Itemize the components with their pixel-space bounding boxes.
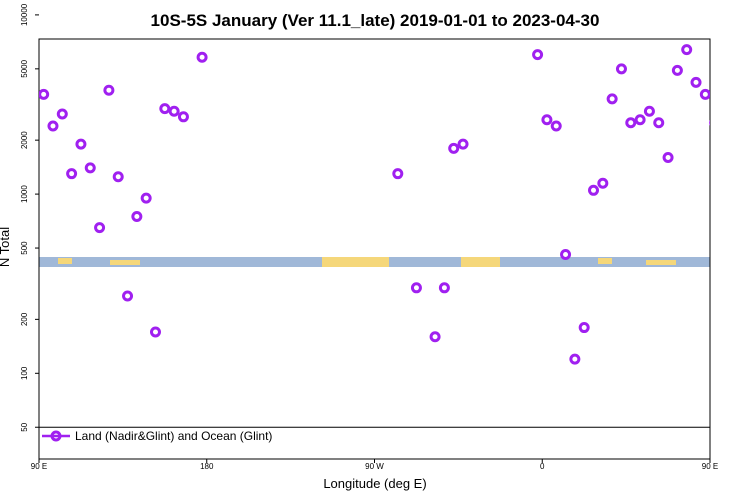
data-point — [347, 0, 355, 2]
data-point — [560, 249, 572, 261]
x-tick-label: 90 W — [365, 462, 384, 471]
data-point — [720, 110, 728, 118]
data-point — [66, 168, 78, 180]
data-point — [159, 103, 171, 115]
data-point — [532, 49, 544, 61]
y-axis: 501002005001000200050001000020000 — [20, 3, 39, 432]
data-point — [168, 105, 180, 117]
band-land-islands-east — [598, 258, 612, 264]
data-point — [634, 114, 646, 126]
data-point — [457, 138, 469, 150]
y-tick-label: 5000 — [20, 59, 29, 77]
data-point — [84, 162, 96, 174]
data-point — [392, 168, 404, 180]
data-point — [662, 152, 674, 164]
data-point — [690, 76, 702, 88]
data-point — [140, 192, 152, 204]
band-land-islands-west-2 — [110, 260, 140, 265]
y-axis-label: N Total — [0, 227, 12, 267]
data-point — [149, 326, 161, 338]
data-point — [410, 282, 422, 294]
y-tick-label: 50 — [20, 422, 29, 431]
data-point — [699, 88, 710, 100]
y-tick-label: 500 — [20, 241, 29, 255]
data-point — [578, 322, 590, 334]
legend-marker — [50, 430, 62, 442]
data-point — [729, 170, 737, 178]
y-tick-label: 10000 — [20, 3, 29, 26]
data-point — [75, 138, 87, 150]
data-point — [47, 120, 59, 132]
x-tick-label: 180 — [200, 462, 214, 471]
data-point — [588, 184, 600, 196]
band-land-islands-west — [58, 258, 72, 264]
data-point — [671, 64, 683, 76]
latitude-band — [39, 257, 710, 267]
data-point — [625, 117, 637, 129]
data-point — [131, 210, 143, 222]
data-point — [94, 222, 106, 234]
data-point — [681, 44, 693, 56]
data-point — [550, 120, 562, 132]
legend: Land (Nadir&Glint) and Ocean (Glint) — [42, 429, 272, 443]
x-tick-label: 0 — [540, 462, 545, 471]
data-point — [709, 119, 710, 126]
data-point — [177, 111, 189, 123]
data-point — [196, 51, 208, 63]
y-tick-label: 2000 — [20, 131, 29, 149]
data-point — [103, 84, 115, 96]
x-tick-label: 90 E — [702, 462, 718, 471]
y-tick-label: 100 — [20, 366, 29, 380]
legend-label: Land (Nadir&Glint) and Ocean (Glint) — [75, 429, 272, 443]
band-land-islands-east-2 — [646, 260, 676, 265]
data-point — [739, 140, 747, 148]
y-tick-label: 1000 — [20, 185, 29, 203]
data-point — [122, 290, 134, 302]
x-tick-label: 90 E — [31, 462, 47, 471]
data-point — [615, 63, 627, 75]
data-point — [39, 88, 50, 100]
data-point — [56, 108, 68, 120]
x-axis-label: Longitude (deg E) — [323, 476, 426, 491]
chart-title: 10S-5S January (Ver 11.1_late) 2019-01-0… — [151, 11, 600, 30]
data-point — [429, 331, 441, 343]
data-point — [448, 142, 460, 154]
band-land-south-america — [322, 257, 389, 267]
y-tick-label: 200 — [20, 312, 29, 326]
data-point — [597, 177, 609, 189]
data-point — [569, 353, 581, 365]
band-land-africa — [461, 257, 500, 267]
data-point — [606, 93, 618, 105]
data-point — [541, 114, 553, 126]
data-points — [39, 0, 747, 365]
data-point — [653, 117, 665, 129]
data-point — [643, 105, 655, 117]
data-point — [438, 282, 450, 294]
data-point — [112, 171, 124, 183]
